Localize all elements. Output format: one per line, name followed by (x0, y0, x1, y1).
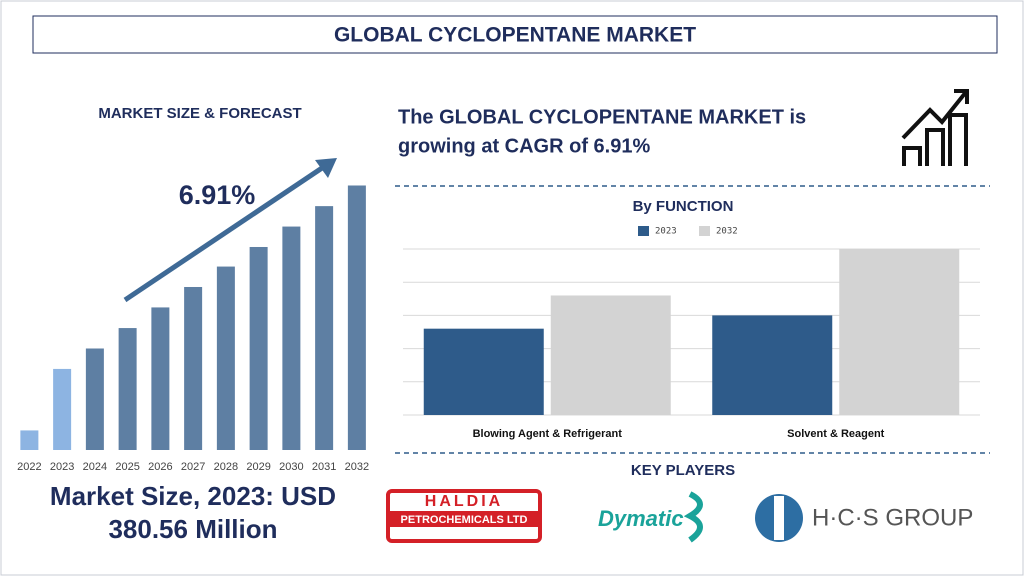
x-tick-label: 2025 (115, 461, 139, 473)
bar (85, 348, 104, 450)
x-tick-label: 2031 (312, 461, 336, 473)
bar (118, 328, 137, 450)
x-tick-label: 2032 (345, 461, 369, 473)
bar (151, 307, 170, 450)
x-tick-label: 2026 (148, 461, 172, 473)
page-title: GLOBAL CYCLOPENTANE MARKET (334, 24, 696, 47)
bar (839, 249, 960, 415)
bar (550, 295, 671, 415)
hcs-mark (774, 496, 784, 540)
annotation: 6.91% (179, 180, 256, 210)
logo-band (388, 511, 540, 527)
x-tick-label: 2027 (181, 461, 205, 473)
bar (249, 246, 268, 450)
growth-icon (901, 89, 969, 166)
x-tick-label: 2023 (50, 461, 74, 473)
dymatic-mark (683, 491, 703, 543)
x-tick-label: 2030 (279, 461, 303, 473)
bar (347, 185, 366, 450)
x-tick-label: Solvent & Reagent (787, 428, 885, 440)
market-size: Market Size, 2023: USD (50, 481, 336, 511)
section-title: KEY PLAYERS (631, 462, 735, 479)
chart-title: By FUNCTION (633, 198, 734, 215)
chart-title: MARKET SIZE & FORECAST (98, 105, 301, 122)
bar (20, 430, 39, 450)
bar (282, 226, 301, 450)
hcs-logo: H·C·S GROUP (812, 504, 973, 531)
trend-arrow (123, 163, 327, 303)
x-tick-label: 2024 (83, 461, 107, 473)
bar (423, 328, 544, 415)
haldia-logo: HALDIA PETROCHEMICALS LTD (386, 489, 542, 543)
x-tick-label: Blowing Agent & Refrigerant (473, 428, 623, 440)
legend-swatch (699, 226, 710, 236)
bar (315, 206, 334, 450)
x-tick-label: 2022 (17, 461, 41, 473)
bar (184, 286, 203, 450)
cagr-text: growing at CAGR of 6.91% (398, 135, 650, 157)
legend-label: 2032 (716, 227, 738, 237)
x-tick-label: 2029 (246, 461, 270, 473)
dymatic-logo: Dymatic (598, 506, 684, 531)
arrow-head (315, 158, 337, 178)
market-size: 380.56 Million (108, 514, 277, 544)
logo-text: HALDIA (425, 493, 503, 510)
bar (216, 266, 235, 450)
cagr-text: The GLOBAL CYCLOPENTANE MARKET is (398, 106, 806, 128)
bar (712, 315, 833, 415)
x-tick-label: 2028 (214, 461, 238, 473)
title-box (32, 15, 998, 54)
legend-label: 2023 (655, 227, 677, 237)
legend-swatch (638, 226, 649, 236)
logo-text: PETROCHEMICALS LTD (401, 514, 528, 526)
bar (53, 368, 72, 450)
